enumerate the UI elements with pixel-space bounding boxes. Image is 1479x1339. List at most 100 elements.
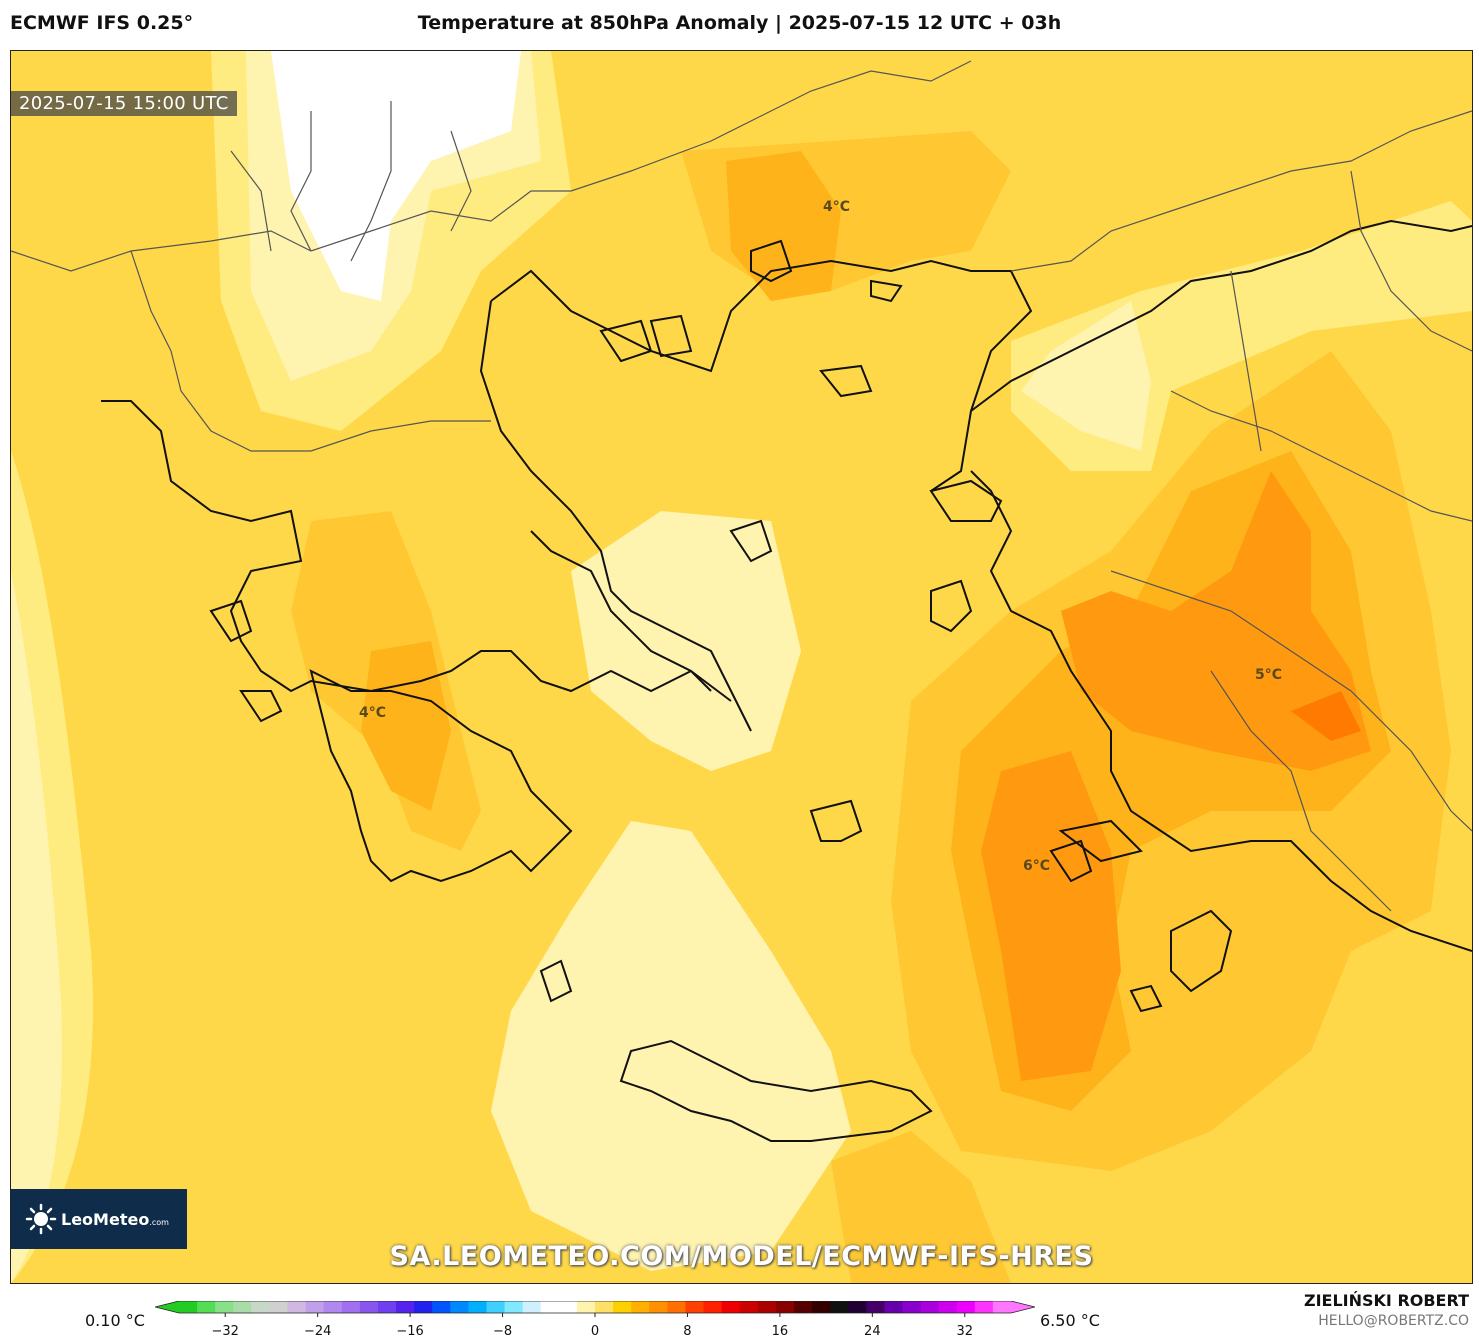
contour-label-north-aegean: 4°C [823, 199, 851, 215]
colorbar-swatch [938, 1301, 958, 1313]
colorbar-tick-label: −8 [492, 1324, 513, 1339]
map-panel[interactable]: 2025-07-15 15:00 UTC 4°C 4°C 5°C 6°C Leo… [10, 50, 1473, 1284]
range-max-label: 6.50 °C [1040, 1311, 1100, 1330]
colorbar-tick-label: −32 [211, 1324, 239, 1339]
border-north [11, 60, 972, 272]
colorbar-swatch [215, 1301, 234, 1313]
colorbar-tick-label: −16 [396, 1324, 424, 1339]
border-anatolia-d [1230, 270, 1262, 452]
contour-label-dodecanese: 6°C [1023, 858, 1051, 874]
colorbar-swatch [685, 1301, 705, 1313]
coast-marmara-north [970, 219, 1472, 412]
colorbar-tick-label: 0 [590, 1324, 600, 1339]
colorbar-swatch [522, 1301, 542, 1313]
colorbar-tick-label: −24 [303, 1324, 332, 1339]
colorbar-swatch [305, 1301, 325, 1313]
field-dodecanese-deep [981, 751, 1121, 1081]
colorbar-swatch [450, 1301, 469, 1313]
field-anatolia-hot [1291, 691, 1361, 741]
border-anatolia-a [1170, 390, 1472, 522]
coast-thessaly [479, 300, 752, 732]
colorbar-swatch [703, 1301, 723, 1313]
colorbar-tick-label: 32 [956, 1324, 974, 1339]
colorbar-swatch [649, 1301, 668, 1313]
coast-rhodes [1170, 909, 1233, 993]
coastlines [101, 219, 1472, 1142]
colorbar-swatch [775, 1301, 795, 1313]
island-kefalonia [209, 599, 253, 643]
border-balkan-b [290, 111, 312, 252]
logo-text: LeoMeteo.com [61, 1210, 169, 1229]
colorbar-tick-label: 16 [771, 1324, 789, 1339]
island-chios [930, 579, 973, 633]
colorbar-swatch [631, 1301, 650, 1313]
colorbar-swatch [269, 1301, 289, 1313]
colorbar-swatch [179, 1301, 198, 1313]
colorbar-swatch [432, 1301, 451, 1313]
colorbar-swatch [667, 1301, 686, 1313]
border-anatolia-c [1210, 670, 1392, 912]
island-samos [809, 799, 863, 842]
watermark-url: SA.LEOMETEO.COM/MODEL/ECMWF-IFS-HRES [389, 1241, 1094, 1272]
colorbar-swatch [540, 1301, 560, 1313]
colorbar-tick-label: 8 [683, 1324, 692, 1339]
colorbar-swatch [956, 1301, 976, 1313]
colorbar-swatch [558, 1301, 578, 1313]
colorbar-swatch [992, 1301, 1012, 1313]
peninsula-chalkidiki-b [649, 314, 693, 358]
country-borders [11, 60, 1472, 912]
island-kythira [539, 959, 573, 1003]
colorbar-swatch [233, 1301, 252, 1313]
colorbar-swatch [396, 1301, 415, 1313]
colorbar-swatch [323, 1301, 343, 1313]
colorbar-swatch [251, 1301, 270, 1313]
colorbar: −32 −24 −16 −8 0 8 16 24 32 [154, 1300, 1036, 1339]
coast-western-greece [101, 400, 732, 702]
island-zakynthos [239, 690, 283, 723]
colorbar-swatch [486, 1301, 506, 1313]
colorbar-swatch [197, 1301, 216, 1313]
colorbar-swatch [341, 1301, 361, 1313]
coast-crete [619, 1039, 933, 1142]
colorbar-swatch [287, 1301, 307, 1313]
border-balkan-a [350, 101, 392, 262]
peninsula-chalkidiki-a [599, 319, 653, 363]
colorbar-tick-label: 24 [864, 1324, 881, 1339]
peninsula-bodrum [1058, 819, 1143, 863]
colorbar-swatch [613, 1301, 632, 1313]
colorbar-swatch [848, 1301, 867, 1313]
colorbar-swatch [884, 1301, 903, 1313]
border-anatolia-e [1350, 170, 1472, 352]
colorbar-swatch [359, 1301, 379, 1313]
coast-anatolia-west [970, 470, 1472, 952]
colorbar-swatch [920, 1301, 940, 1313]
island-lesbos [929, 479, 1003, 522]
colorbar-swatch [812, 1301, 831, 1313]
island-thasos [750, 239, 793, 283]
coast-north-aegean [490, 259, 1033, 492]
island-kos [1049, 839, 1093, 883]
colorbar-swatch [830, 1301, 849, 1313]
author-credit: ZIELIŃSKI ROBERT [1303, 1291, 1469, 1310]
author-email: HELLO@ROBERTZ.CO [1318, 1313, 1469, 1329]
model-name: ECMWF IFS 0.25° [10, 12, 194, 34]
colorbar-swatch [414, 1301, 433, 1313]
colorbar-swatch [793, 1301, 813, 1313]
coast-peloponnese [309, 669, 573, 883]
colorbar-arrow-low [155, 1301, 179, 1313]
field-west-pale [11, 571, 62, 1283]
colorbar-swatch [595, 1301, 614, 1313]
island-skyros [729, 519, 773, 563]
valid-time-badge: 2025-07-15 15:00 UTC [11, 91, 237, 116]
logo-name: LeoMeteo [61, 1209, 150, 1229]
logo-suffix: .com [149, 1217, 169, 1227]
colorbar-swatch [902, 1301, 922, 1313]
border-albania [130, 250, 491, 452]
colorbar-swatch [757, 1301, 777, 1313]
contour-label-anatolia: 5°C [1255, 667, 1283, 683]
colorbar-swatch [468, 1301, 487, 1313]
colorbar-swatch [504, 1301, 524, 1313]
field-crete-pale [491, 821, 851, 1271]
field-south-mid [831, 1131, 1011, 1283]
leometeo-logo[interactable]: LeoMeteo.com [11, 1189, 187, 1249]
